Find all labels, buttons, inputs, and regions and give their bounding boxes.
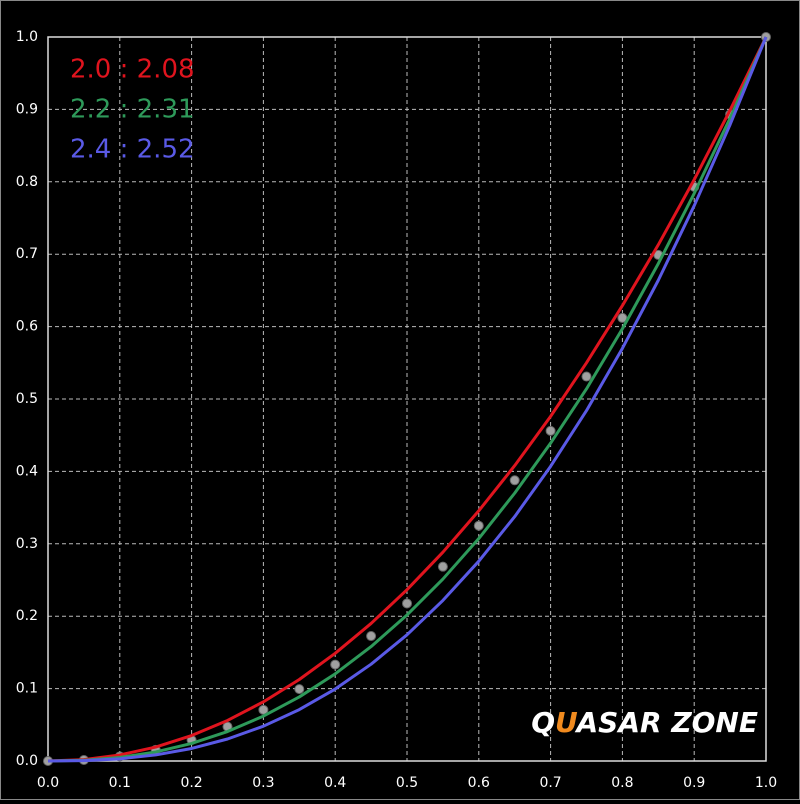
y-tick-label: 0.3 — [16, 536, 38, 552]
data-point — [581, 371, 592, 382]
data-point — [473, 520, 484, 531]
data-point — [366, 631, 377, 642]
data-point — [437, 561, 448, 572]
data-point — [330, 659, 341, 670]
x-tick-label: 0.1 — [109, 775, 131, 791]
watermark-part: U — [555, 706, 578, 739]
data-point — [509, 475, 520, 486]
y-tick-label: 0.6 — [16, 319, 38, 335]
plot-border — [47, 36, 767, 762]
data-point — [294, 684, 305, 695]
x-tick-label: 0.4 — [324, 775, 346, 791]
y-tick-label: 0.4 — [16, 463, 38, 479]
y-tick-label: 0.7 — [16, 246, 38, 262]
series-line — [47, 36, 768, 763]
x-tick-label: 0.7 — [539, 775, 561, 791]
watermark: QUASAR ZONE — [531, 706, 758, 739]
y-tick-label: 0.0 — [16, 753, 38, 769]
x-tick-label: 0.3 — [252, 775, 274, 791]
legend-entry: 2.0 : 2.08 — [70, 55, 195, 85]
series-line — [47, 36, 768, 763]
x-tick-label: 0.8 — [611, 775, 633, 791]
x-tick-label: 0.9 — [683, 775, 705, 791]
x-tick-label: 0.6 — [468, 775, 490, 791]
y-tick-label: 0.9 — [16, 101, 38, 117]
legend-entry: 2.4 : 2.52 — [70, 135, 195, 165]
x-tick-label: 0.5 — [396, 775, 418, 791]
watermark-part: ASAR ZONE — [575, 706, 758, 739]
y-tick-label: 1.0 — [16, 29, 38, 45]
y-tick-label: 0.8 — [16, 174, 38, 190]
watermark-part: Q — [531, 706, 555, 739]
data-point — [545, 425, 556, 436]
y-tick-label: 0.5 — [16, 391, 38, 407]
data-point — [402, 598, 412, 609]
data-point — [258, 704, 269, 715]
y-tick-label: 0.2 — [16, 608, 38, 624]
legend-entry: 2.2 : 2.31 — [70, 95, 195, 125]
x-tick-label: 1.0 — [755, 775, 777, 791]
x-tick-label: 0.2 — [180, 775, 202, 791]
series-line — [47, 36, 768, 763]
x-tick-label: 0.0 — [37, 775, 59, 791]
y-tick-label: 0.1 — [16, 681, 38, 697]
